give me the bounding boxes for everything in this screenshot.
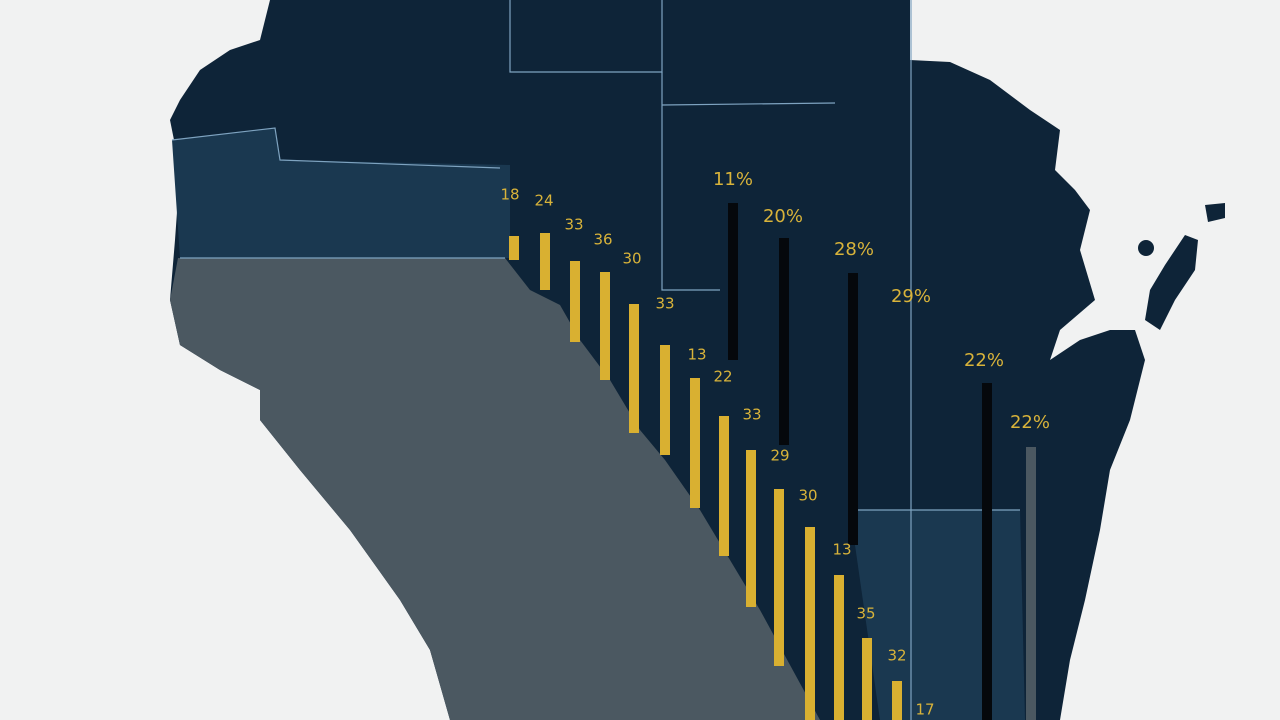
bar xyxy=(728,203,738,360)
bar xyxy=(862,638,872,720)
boundary-line xyxy=(661,102,836,106)
bar xyxy=(540,233,550,290)
region xyxy=(850,510,1025,720)
value-label: 29 xyxy=(770,447,789,465)
bar xyxy=(834,575,844,720)
bar xyxy=(746,450,756,607)
value-label: 13 xyxy=(687,346,706,364)
bar xyxy=(1026,447,1036,720)
region xyxy=(172,128,510,258)
bar xyxy=(629,304,639,433)
bar xyxy=(509,236,519,260)
island xyxy=(1138,240,1154,256)
value-label: 35 xyxy=(856,605,875,623)
value-label: 30 xyxy=(798,487,817,505)
bar xyxy=(774,489,784,666)
boundary-line xyxy=(509,0,663,73)
bar xyxy=(779,238,789,445)
value-label: 30 xyxy=(622,250,641,268)
value-label: 17 xyxy=(915,701,934,719)
value-label: 33 xyxy=(564,216,583,234)
yellow-bars xyxy=(509,233,902,720)
boundary-line xyxy=(171,127,501,169)
boundaries xyxy=(171,0,1020,720)
bar xyxy=(892,681,902,720)
bar xyxy=(982,383,992,720)
bar xyxy=(660,345,670,455)
bars xyxy=(509,203,1036,720)
bar xyxy=(719,416,729,556)
bar xyxy=(805,527,815,720)
bar xyxy=(570,261,580,342)
value-label: 36 xyxy=(593,231,612,249)
gray-region xyxy=(170,258,820,720)
percent-label: 20% xyxy=(763,206,803,227)
percent-label: 11% xyxy=(713,169,753,190)
value-label: 13 xyxy=(832,541,851,559)
black-bars xyxy=(728,203,992,720)
island xyxy=(1145,235,1198,330)
island xyxy=(1205,203,1225,222)
percent-label: 28% xyxy=(834,239,874,260)
percent-label: 22% xyxy=(964,350,1004,371)
value-label: 32 xyxy=(887,647,906,665)
value-label: 33 xyxy=(742,406,761,424)
labels: 18 24 33 36 30 33 13 22 33 29 30 13 35 32 17 11% 20% 28% 2… xyxy=(500,169,1050,719)
boundary-line xyxy=(661,72,720,291)
value-label: 22 xyxy=(713,368,732,386)
bar xyxy=(848,273,858,545)
percent-label: 29% xyxy=(891,286,931,307)
value-label: 33 xyxy=(655,295,674,313)
bar xyxy=(600,272,610,380)
percent-label: 22% xyxy=(1010,412,1050,433)
bar xyxy=(690,378,700,508)
value-label: 18 xyxy=(500,186,519,204)
value-label: 24 xyxy=(534,192,553,210)
